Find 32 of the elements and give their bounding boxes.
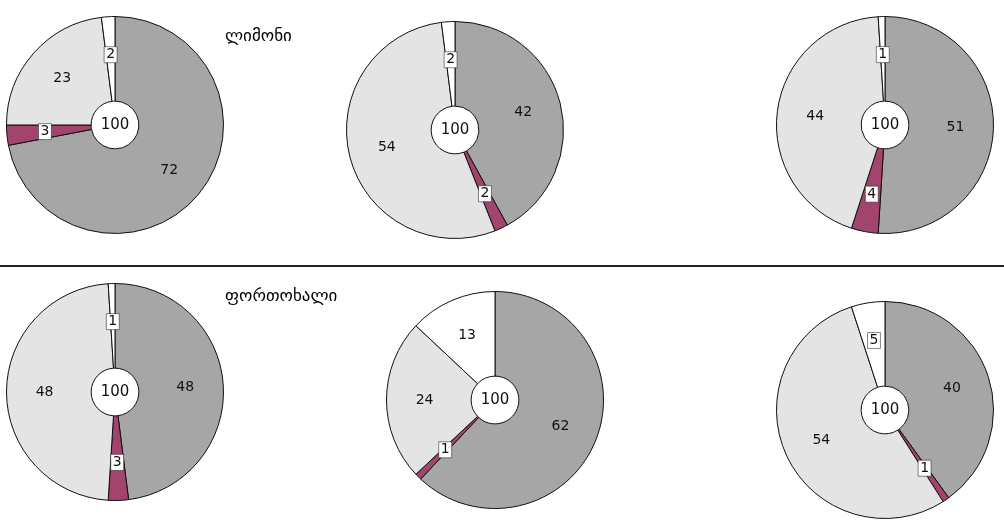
text: 100 [870, 114, 900, 133]
data-label: 48 [176, 378, 195, 395]
data-label: 48 [35, 382, 54, 399]
data-label: 72 [160, 160, 179, 177]
data-label: 2 [446, 50, 456, 67]
data-label: 54 [812, 430, 831, 447]
data-label: 2 [106, 45, 116, 62]
text: 100 [870, 399, 900, 418]
data-label: 24 [415, 390, 434, 407]
data-label: 54 [377, 138, 396, 155]
data-label: 1 [878, 45, 888, 62]
data-label: 40 [943, 378, 961, 395]
data-label: 5 [869, 331, 879, 348]
data-label: 1 [440, 440, 450, 457]
text: ფორთოხალი [225, 285, 338, 305]
data-label: 2 [480, 184, 490, 201]
data-label: 1 [920, 458, 930, 475]
text: ლიმონი [225, 25, 292, 45]
text: 100 [480, 389, 510, 408]
data-label: 42 [514, 103, 533, 120]
text: 100 [100, 114, 130, 133]
data-label: 44 [806, 106, 825, 123]
data-label: 51 [946, 117, 965, 134]
data-label: 3 [40, 122, 50, 139]
data-label: 23 [53, 69, 72, 86]
data-label: 4 [867, 184, 877, 201]
text: 100 [440, 119, 470, 138]
data-label: 13 [458, 326, 476, 343]
data-label: 1 [108, 312, 118, 329]
data-label: 62 [551, 416, 570, 433]
data-label: 3 [112, 453, 122, 470]
text: 100 [100, 381, 130, 400]
